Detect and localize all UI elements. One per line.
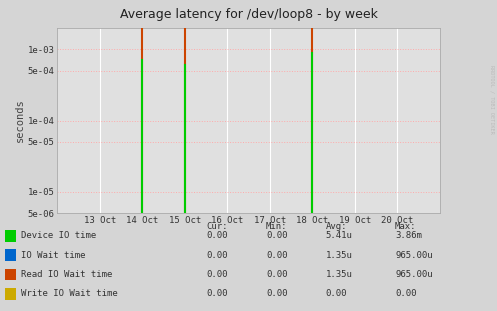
- Text: 1.35u: 1.35u: [326, 251, 352, 260]
- Text: 0.00: 0.00: [395, 289, 416, 298]
- Text: Max:: Max:: [395, 222, 416, 231]
- Text: Cur:: Cur:: [206, 222, 228, 231]
- Text: 0.00: 0.00: [266, 251, 287, 260]
- Text: Device IO time: Device IO time: [21, 231, 96, 240]
- Text: 0.00: 0.00: [326, 289, 347, 298]
- Text: Write IO Wait time: Write IO Wait time: [21, 289, 118, 298]
- Text: 3.86m: 3.86m: [395, 231, 422, 240]
- Text: 965.00u: 965.00u: [395, 270, 433, 279]
- Text: 0.00: 0.00: [206, 289, 228, 298]
- Y-axis label: seconds: seconds: [15, 99, 25, 142]
- Text: RRDTOOL / TOBI OETIKER: RRDTOOL / TOBI OETIKER: [490, 65, 495, 134]
- Text: 0.00: 0.00: [266, 231, 287, 240]
- Text: IO Wait time: IO Wait time: [21, 251, 85, 260]
- Text: Read IO Wait time: Read IO Wait time: [21, 270, 112, 279]
- Text: Average latency for /dev/loop8 - by week: Average latency for /dev/loop8 - by week: [120, 8, 377, 21]
- Text: Min:: Min:: [266, 222, 287, 231]
- Text: 0.00: 0.00: [266, 270, 287, 279]
- Text: 0.00: 0.00: [206, 251, 228, 260]
- Text: 5.41u: 5.41u: [326, 231, 352, 240]
- Text: 0.00: 0.00: [206, 231, 228, 240]
- Text: 965.00u: 965.00u: [395, 251, 433, 260]
- Text: 0.00: 0.00: [206, 270, 228, 279]
- Text: 0.00: 0.00: [266, 289, 287, 298]
- Text: 1.35u: 1.35u: [326, 270, 352, 279]
- Text: Avg:: Avg:: [326, 222, 347, 231]
